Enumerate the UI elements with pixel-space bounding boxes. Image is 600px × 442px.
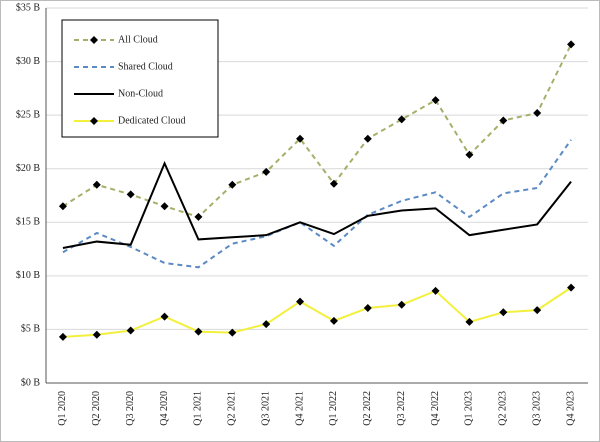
y-tick-label: $10 B [16,270,41,281]
marker [329,316,338,325]
marker [465,317,474,326]
marker [262,167,271,176]
marker [296,297,305,306]
x-tick-label: Q2 2023 [498,391,509,426]
x-tick-label: Q4 2020 [159,391,170,426]
series-line [62,286,572,338]
series-line [62,43,572,219]
legend-label: All Cloud [118,34,158,45]
marker [262,320,271,329]
x-tick-label: Q1 2021 [193,391,204,426]
marker [160,202,169,211]
marker [160,312,169,321]
x-tick-label: Q4 2021 [294,391,305,426]
marker [363,304,372,312]
marker [194,327,203,336]
legend-label: Non-Cloud [118,88,163,99]
y-tick-label: $25 B [16,109,41,120]
marker [431,286,440,295]
legend-marker [90,36,98,44]
legend-label: Shared Cloud [118,61,173,72]
y-tick-label: $35 B [16,2,41,13]
marker [499,116,508,125]
x-tick-label: Q2 2021 [227,391,238,426]
marker [397,300,406,309]
legend-marker [90,117,98,125]
series-line [62,139,572,269]
y-tick-label: $30 B [16,56,41,67]
x-tick-label: Q4 2023 [565,391,576,426]
x-tick-label: Q3 2023 [531,391,542,426]
marker [228,180,237,189]
marker [431,96,440,105]
y-tick-label: $15 B [16,217,41,228]
marker [296,134,305,143]
x-tick-label: Q1 2022 [328,391,339,426]
x-tick-label: Q2 2022 [362,391,373,426]
marker [58,202,67,211]
y-tick-label: $20 B [16,163,41,174]
marker [499,308,508,317]
marker [533,109,542,117]
marker [92,330,101,339]
x-tick-label: Q4 2022 [430,391,441,426]
x-tick-label: Q1 2020 [57,391,68,426]
x-tick-label: Q2 2020 [91,391,102,426]
marker [567,283,576,292]
marker [126,326,135,335]
marker [533,306,542,315]
marker [363,134,372,143]
marker [465,150,474,159]
marker [92,180,101,189]
legend-label: Dedicated Cloud [118,115,185,126]
y-tick-label: $5 B [21,324,41,335]
marker [58,332,67,341]
marker [329,179,338,188]
x-tick-label: Q3 2021 [260,391,271,426]
marker [194,212,203,221]
series-line [62,160,572,249]
x-tick-label: Q1 2023 [464,391,475,426]
marker [126,190,135,199]
y-tick-label: $0 B [21,377,41,388]
x-tick-label: Q3 2020 [125,391,136,426]
marker [228,328,237,337]
marker [397,115,406,124]
x-tick-label: Q3 2022 [396,391,407,426]
marker [567,40,576,49]
